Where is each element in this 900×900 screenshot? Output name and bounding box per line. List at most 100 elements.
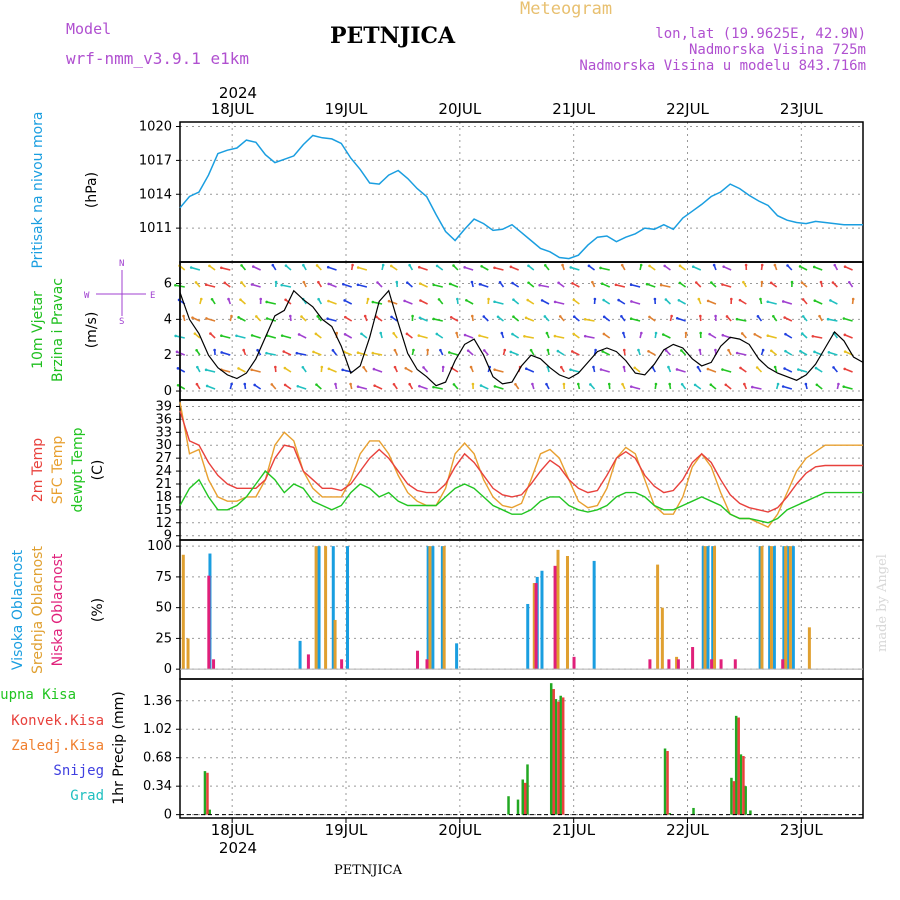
wind-arrow-head [487, 297, 490, 301]
wind-arrow-head [591, 280, 594, 284]
wind-arrow [631, 300, 641, 305]
wind-arrow-head [602, 298, 605, 302]
wind-arrow-head [210, 297, 214, 301]
lonlat-text: lon,lat (19.9625E, 42.9N) [655, 26, 866, 42]
wind-ytick-label: 6 [164, 277, 172, 292]
wind-arrow-head [721, 333, 725, 337]
wind-arrow-head [727, 348, 730, 352]
wind-arrow-head [556, 349, 560, 353]
cloud-bar [526, 603, 530, 670]
wind-arrow-head [766, 334, 770, 338]
wind-arrow-head [230, 382, 233, 386]
wind-arrows [174, 263, 855, 390]
cloud-bar [455, 643, 459, 670]
wind-arrow-head [327, 299, 330, 303]
cloud-bar [431, 546, 435, 670]
cloud-bar [425, 659, 429, 670]
wind-arrow [176, 351, 186, 356]
cloud-label-2: Srednja Oblacnost [30, 546, 46, 674]
wind-arrow-head [800, 332, 804, 335]
cloud-unit: (%) [90, 598, 106, 622]
wind-arrow-head [827, 351, 831, 354]
temperature-ytick-label: 15 [155, 503, 172, 518]
wind-arrow-head [205, 317, 208, 320]
wind-arrow-head [274, 365, 277, 369]
wind-arrow [433, 284, 443, 288]
wind-arrow-head [432, 283, 436, 287]
wind-arrow [372, 301, 383, 305]
wind-arrow-head [622, 365, 626, 369]
wind-arrow-head [698, 348, 702, 352]
wind-arrow-head [463, 333, 467, 337]
product-title: Meteogram [520, 0, 612, 19]
wind-arrow-head [479, 384, 483, 387]
wind-arrow [767, 334, 777, 339]
bottom-date-label: 20JUL [438, 821, 481, 839]
wind-arrow-head [664, 298, 668, 301]
wind-arrow-head [786, 264, 789, 267]
cloud-bar [540, 570, 544, 670]
wind-arrow-head [437, 298, 441, 301]
cloud-bar [701, 546, 705, 670]
wind-arrow-head [620, 263, 624, 267]
cloud-bar [428, 546, 432, 670]
precip-bar [521, 779, 524, 815]
cloud-bar [346, 546, 350, 670]
cloud-bar [324, 546, 328, 670]
precip-bar [730, 777, 733, 815]
wind-arrow-head [235, 334, 238, 338]
wind-arrow-head [239, 298, 242, 301]
precip-bar [516, 799, 520, 815]
wind-arrow [419, 266, 428, 271]
year-top: 2024 [219, 84, 257, 102]
wind-arrow [372, 352, 383, 356]
wind-arrow [374, 384, 383, 390]
wind-arrow-head [195, 348, 198, 352]
cloud-bar [648, 659, 652, 670]
cloud-panel: 0 25 50 75 100 [147, 539, 864, 680]
wind-arrow-head [639, 263, 643, 267]
wind-arrow-head [559, 365, 563, 369]
wind-arrow-head [432, 385, 435, 389]
cloud-ytick-label: 75 [155, 570, 172, 585]
wind-arrow [480, 384, 489, 390]
wind-arrow-head [843, 350, 847, 353]
wind-arrow-head [594, 348, 597, 352]
wind-arrow-head [599, 266, 602, 270]
wind-arrow-head [797, 368, 800, 371]
wind-arrow-head [300, 315, 303, 318]
precip-bar [208, 809, 211, 815]
precipitation-panel: 0 0.34 0.68 1.02 1.36 [143, 678, 864, 823]
wind-arrow-head [284, 264, 288, 267]
cloud-bar [710, 659, 714, 670]
wind-arrow [297, 385, 307, 390]
wind-arrow-head [419, 299, 422, 302]
wind-arrow [464, 334, 474, 339]
wind-arrow [298, 333, 307, 339]
precip-bar [742, 756, 745, 815]
wind-arrow-head [176, 367, 180, 370]
temperature-ytick-label: 36 [155, 412, 172, 427]
wind-arrow-head [680, 383, 684, 386]
wind-arrow-head [331, 349, 335, 352]
cloud-bar [333, 619, 337, 670]
wind-arrow-head [557, 281, 560, 285]
wind-arrow [479, 334, 489, 339]
wind-arrow-head [403, 299, 406, 303]
wind-arrow [252, 265, 261, 271]
wind-arrow-head [496, 315, 500, 319]
cloud-bar [298, 640, 302, 670]
wind-arrow-head [831, 281, 835, 284]
wind-arrow-head [371, 351, 375, 355]
precip-bar [734, 715, 738, 815]
wind-arrow [510, 266, 519, 271]
bottom-date-label: 22JUL [666, 821, 709, 839]
wind-arrow-head [280, 283, 284, 287]
wind-arrow-head [237, 367, 240, 370]
wind-arrow-head [670, 314, 673, 318]
wind-arrow-head [708, 332, 711, 336]
wind-arrow-head [373, 384, 376, 387]
wind-arrow-head [527, 264, 530, 268]
wind-arrow-head [738, 298, 742, 302]
wind-arrow-head [813, 299, 817, 302]
